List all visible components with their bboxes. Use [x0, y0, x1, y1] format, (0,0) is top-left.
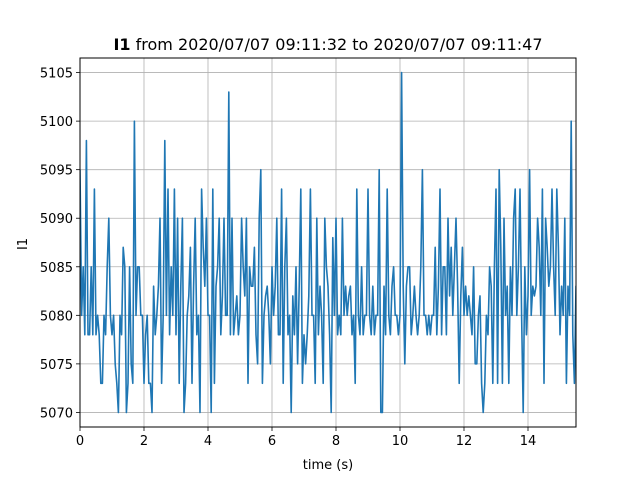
axes-frame [79, 57, 577, 428]
y-tick-label: 5085 [40, 261, 73, 276]
y-tick-label: 5100 [40, 115, 73, 130]
x-tick-label: 4 [204, 434, 212, 449]
x-tick-label: 14 [520, 434, 537, 449]
plot-area [80, 71, 576, 414]
x-axis-label: time (s) [303, 458, 353, 473]
chart-title: I1 from 2020/07/07 09:11:32 to 2020/07/0… [113, 35, 542, 54]
x-tick-label: 12 [456, 434, 473, 449]
y-axis: 5070 5075 5080 5085 5090 5095 5100 5105 [40, 67, 80, 421]
x-tick-label: 8 [332, 434, 340, 449]
y-tick-label: 5075 [40, 358, 73, 373]
y-tick-label: 5095 [40, 164, 73, 179]
x-axis: 0 2 4 6 8 10 12 14 [76, 427, 536, 449]
y-tick-label: 5080 [40, 309, 73, 324]
chart-title-range: from 2020/07/07 09:11:32 to 2020/07/07 0… [131, 35, 543, 54]
chart-title-variable: I1 [113, 35, 130, 54]
y-tick-label: 5090 [40, 212, 73, 227]
y-tick-label: 5105 [40, 67, 73, 82]
series-line-i1 [80, 71, 576, 414]
x-tick-label: 6 [268, 434, 276, 449]
x-tick-label: 0 [76, 434, 84, 449]
y-tick-label: 5070 [40, 406, 73, 421]
x-tick-label: 10 [392, 434, 409, 449]
x-tick-label: 2 [140, 434, 148, 449]
y-axis-label: I1 [16, 238, 31, 250]
